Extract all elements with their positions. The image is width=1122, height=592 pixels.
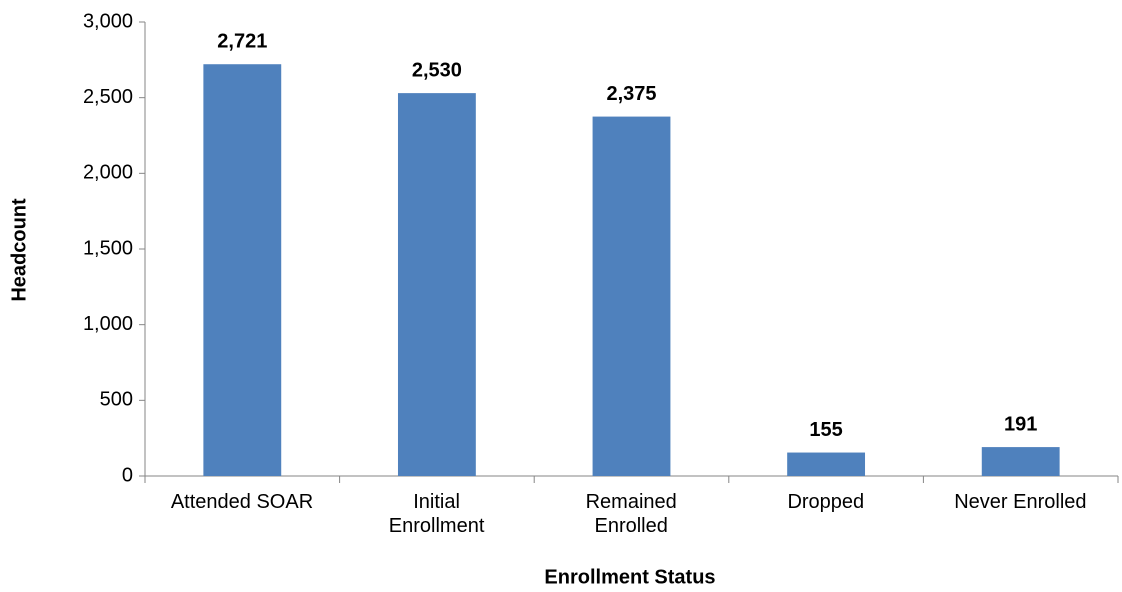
bar — [981, 447, 1060, 476]
data-label: 2,530 — [412, 59, 462, 81]
x-tick-label: Initial Enrollment — [388, 491, 485, 537]
bar — [592, 116, 671, 476]
y-tick-label: 1,500 — [83, 237, 133, 259]
bar — [787, 452, 866, 476]
bar — [397, 93, 476, 477]
data-label: 191 — [1004, 413, 1037, 435]
y-tick-label: 0 — [122, 464, 133, 486]
x-tick-label: Dropped — [787, 491, 865, 513]
x-tick-label: Remained Enrolled — [585, 491, 677, 537]
y-tick-label: 500 — [100, 389, 133, 411]
y-tick-label: 3,000 — [83, 10, 133, 32]
y-tick-label: 2,500 — [83, 86, 133, 108]
bar — [203, 64, 282, 477]
data-label: 2,375 — [606, 83, 656, 105]
data-label: 155 — [809, 419, 842, 441]
data-label: 2,721 — [217, 31, 267, 53]
y-tick-label: 1,000 — [83, 313, 133, 335]
x-tick-label: Never Enrolled — [954, 491, 1087, 513]
y-axis-title: Headcount — [8, 198, 30, 302]
x-axis-title: Enrollment Status — [544, 566, 715, 588]
x-tick-label: Attended SOAR — [170, 491, 314, 513]
y-tick-label: 2,000 — [83, 162, 133, 184]
